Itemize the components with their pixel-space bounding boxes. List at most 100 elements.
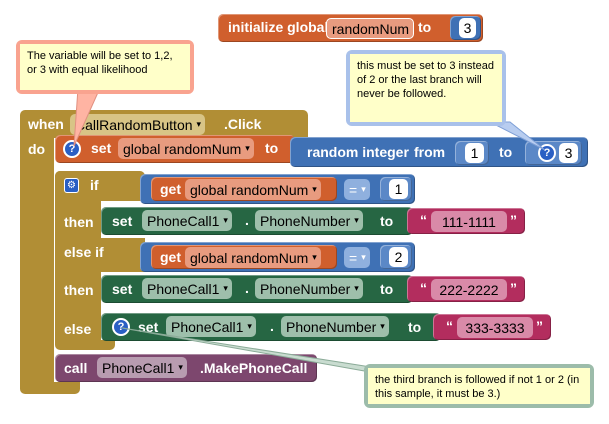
init-to-label: to [418,19,432,35]
set-var-dropdown[interactable]: global randomNum ▾ [118,138,254,159]
branch1-prop: PhoneNumber [260,212,351,229]
branch3-prop: PhoneNumber [286,318,377,335]
branch3-component: PhoneCall1 [171,318,244,335]
if-label: if [90,177,99,193]
chevron-down-icon: ▾ [245,143,250,153]
chevron-down-icon: ▾ [361,252,366,262]
compare-op-dropdown-1[interactable]: = ▾ [344,179,370,200]
event-do-column [20,137,54,383]
get-label-1: get [160,181,181,197]
branch3-component-dropdown[interactable]: PhoneCall1 ▾ [166,316,256,337]
random-to-value: 3 [564,145,573,161]
compare-number-field-1[interactable]: 1 [389,179,408,199]
text1-close-quote: ” [510,212,517,228]
branch3-dot: . [270,318,274,334]
get-var-dropdown-2[interactable]: global randomNum ▾ [185,247,321,268]
text2-field[interactable]: 222-2222 [431,279,507,300]
init-number-field[interactable]: 3 [459,18,476,38]
text2-open-quote: “ [420,280,427,296]
chevron-down-icon: ▾ [312,184,317,194]
compare-op-dropdown-2[interactable]: = ▾ [344,247,370,268]
if-block-bottom [55,340,115,350]
compare-value-2: 2 [394,249,403,265]
event-block-bottom [20,382,80,394]
chevron-down-icon: ▾ [178,362,183,372]
init-var-name-field[interactable]: randomNum [326,18,415,39]
else-if-label: else if [64,244,104,260]
text3-open-quote: “ [446,318,453,334]
branch2-component-dropdown[interactable]: PhoneCall1 ▾ [142,278,232,299]
call-component: PhoneCall1 [102,359,175,376]
comment1-box[interactable]: The variable will be set to 1,2, or 3 wi… [20,44,190,90]
question-icon[interactable]: ? [538,144,556,162]
event-when-label: when [28,116,64,132]
branch3-to-label: to [408,319,422,335]
text3-value: 333-3333 [465,319,525,336]
chevron-down-icon: ▾ [247,321,252,331]
else-label: else [64,321,92,337]
then-label-1: then [64,214,94,230]
chevron-down-icon: ▾ [361,184,366,194]
question-icon[interactable]: ? [63,140,81,158]
text1-field[interactable]: 111-1111 [431,211,507,232]
comment3-text: the third branch is followed if not 1 or… [375,374,580,400]
text2-close-quote: ” [510,280,517,296]
gear-icon-glyph: ⚙ [67,180,76,191]
random-to-label: to [499,144,513,160]
compare-value-1: 1 [394,181,403,197]
set-var-name: global randomNum [123,140,242,157]
get-var-dropdown-1[interactable]: global randomNum ▾ [185,179,321,200]
init-number-block[interactable]: 3 [450,16,481,40]
compare-number-block-1[interactable]: 1 [380,177,412,201]
text2-value: 222-2222 [439,281,499,298]
chevron-down-icon: ▾ [354,215,359,225]
branch2-prop-dropdown[interactable]: PhoneNumber ▾ [255,278,363,299]
compare-number-field-2[interactable]: 2 [389,247,408,267]
get-label-2: get [160,249,181,265]
branch1-prop-dropdown[interactable]: PhoneNumber ▾ [255,210,363,231]
text1-value: 111-1111 [442,213,496,230]
chevron-down-icon: ▾ [196,119,202,129]
comment2-box[interactable]: this must be set to 3 instead of 2 or th… [350,54,502,122]
call-component-dropdown[interactable]: PhoneCall1 ▾ [97,357,187,378]
then-label-2: then [64,282,94,298]
call-method-label: .MakePhoneCall [200,360,308,376]
question-icon-glyph: ? [543,147,551,159]
init-number-value: 3 [463,20,472,36]
branch2-dot: . [245,280,249,296]
comment3-box[interactable]: the third branch is followed if not 1 or… [368,368,590,404]
question-icon-glyph: ? [117,321,125,333]
branch2-component: PhoneCall1 [147,280,220,297]
event-component-dropdown[interactable]: CallRandomButton ▾ [70,114,206,135]
random-to-field[interactable]: 3 [559,143,578,163]
initialize-global-label: initialize global [228,19,329,35]
random-from-field[interactable]: 1 [465,143,484,163]
question-icon[interactable]: ? [112,318,130,336]
random-from-number-block[interactable]: 1 [455,141,489,165]
random-to-number-block[interactable]: ? 3 [525,141,582,165]
initialize-global-block[interactable]: initialize global randomNum to 3 [218,14,483,42]
random-integer-label: random integer [307,144,409,160]
branch1-component: PhoneCall1 [147,212,220,229]
branch3-set-label: set [138,319,159,335]
branch1-dot: . [245,212,249,228]
init-var-name: randomNum [332,20,410,37]
text3-field[interactable]: 333-3333 [457,317,533,338]
random-from-label: from [414,144,446,160]
gear-icon[interactable]: ⚙ [64,178,79,193]
chevron-down-icon: ▾ [354,283,359,293]
branch3-prop-dropdown[interactable]: PhoneNumber ▾ [281,316,389,337]
compare-number-block-2[interactable]: 2 [380,245,412,269]
branch2-prop: PhoneNumber [260,280,351,297]
comment1-text: The variable will be set to 1,2, or 3 wi… [27,50,173,76]
chevron-down-icon: ▾ [380,321,385,331]
else-if-row [55,238,145,272]
compare-op-2: = [349,249,358,266]
comment2-text: this must be set to 3 instead of 2 or th… [357,60,494,100]
chevron-down-icon: ▾ [312,252,317,262]
call-label: call [64,360,88,376]
branch1-component-dropdown[interactable]: PhoneCall1 ▾ [142,210,232,231]
set-var-to-label: to [265,140,279,156]
get-var-name-2: global randomNum [190,249,309,266]
event-click-label: .Click [224,116,262,132]
